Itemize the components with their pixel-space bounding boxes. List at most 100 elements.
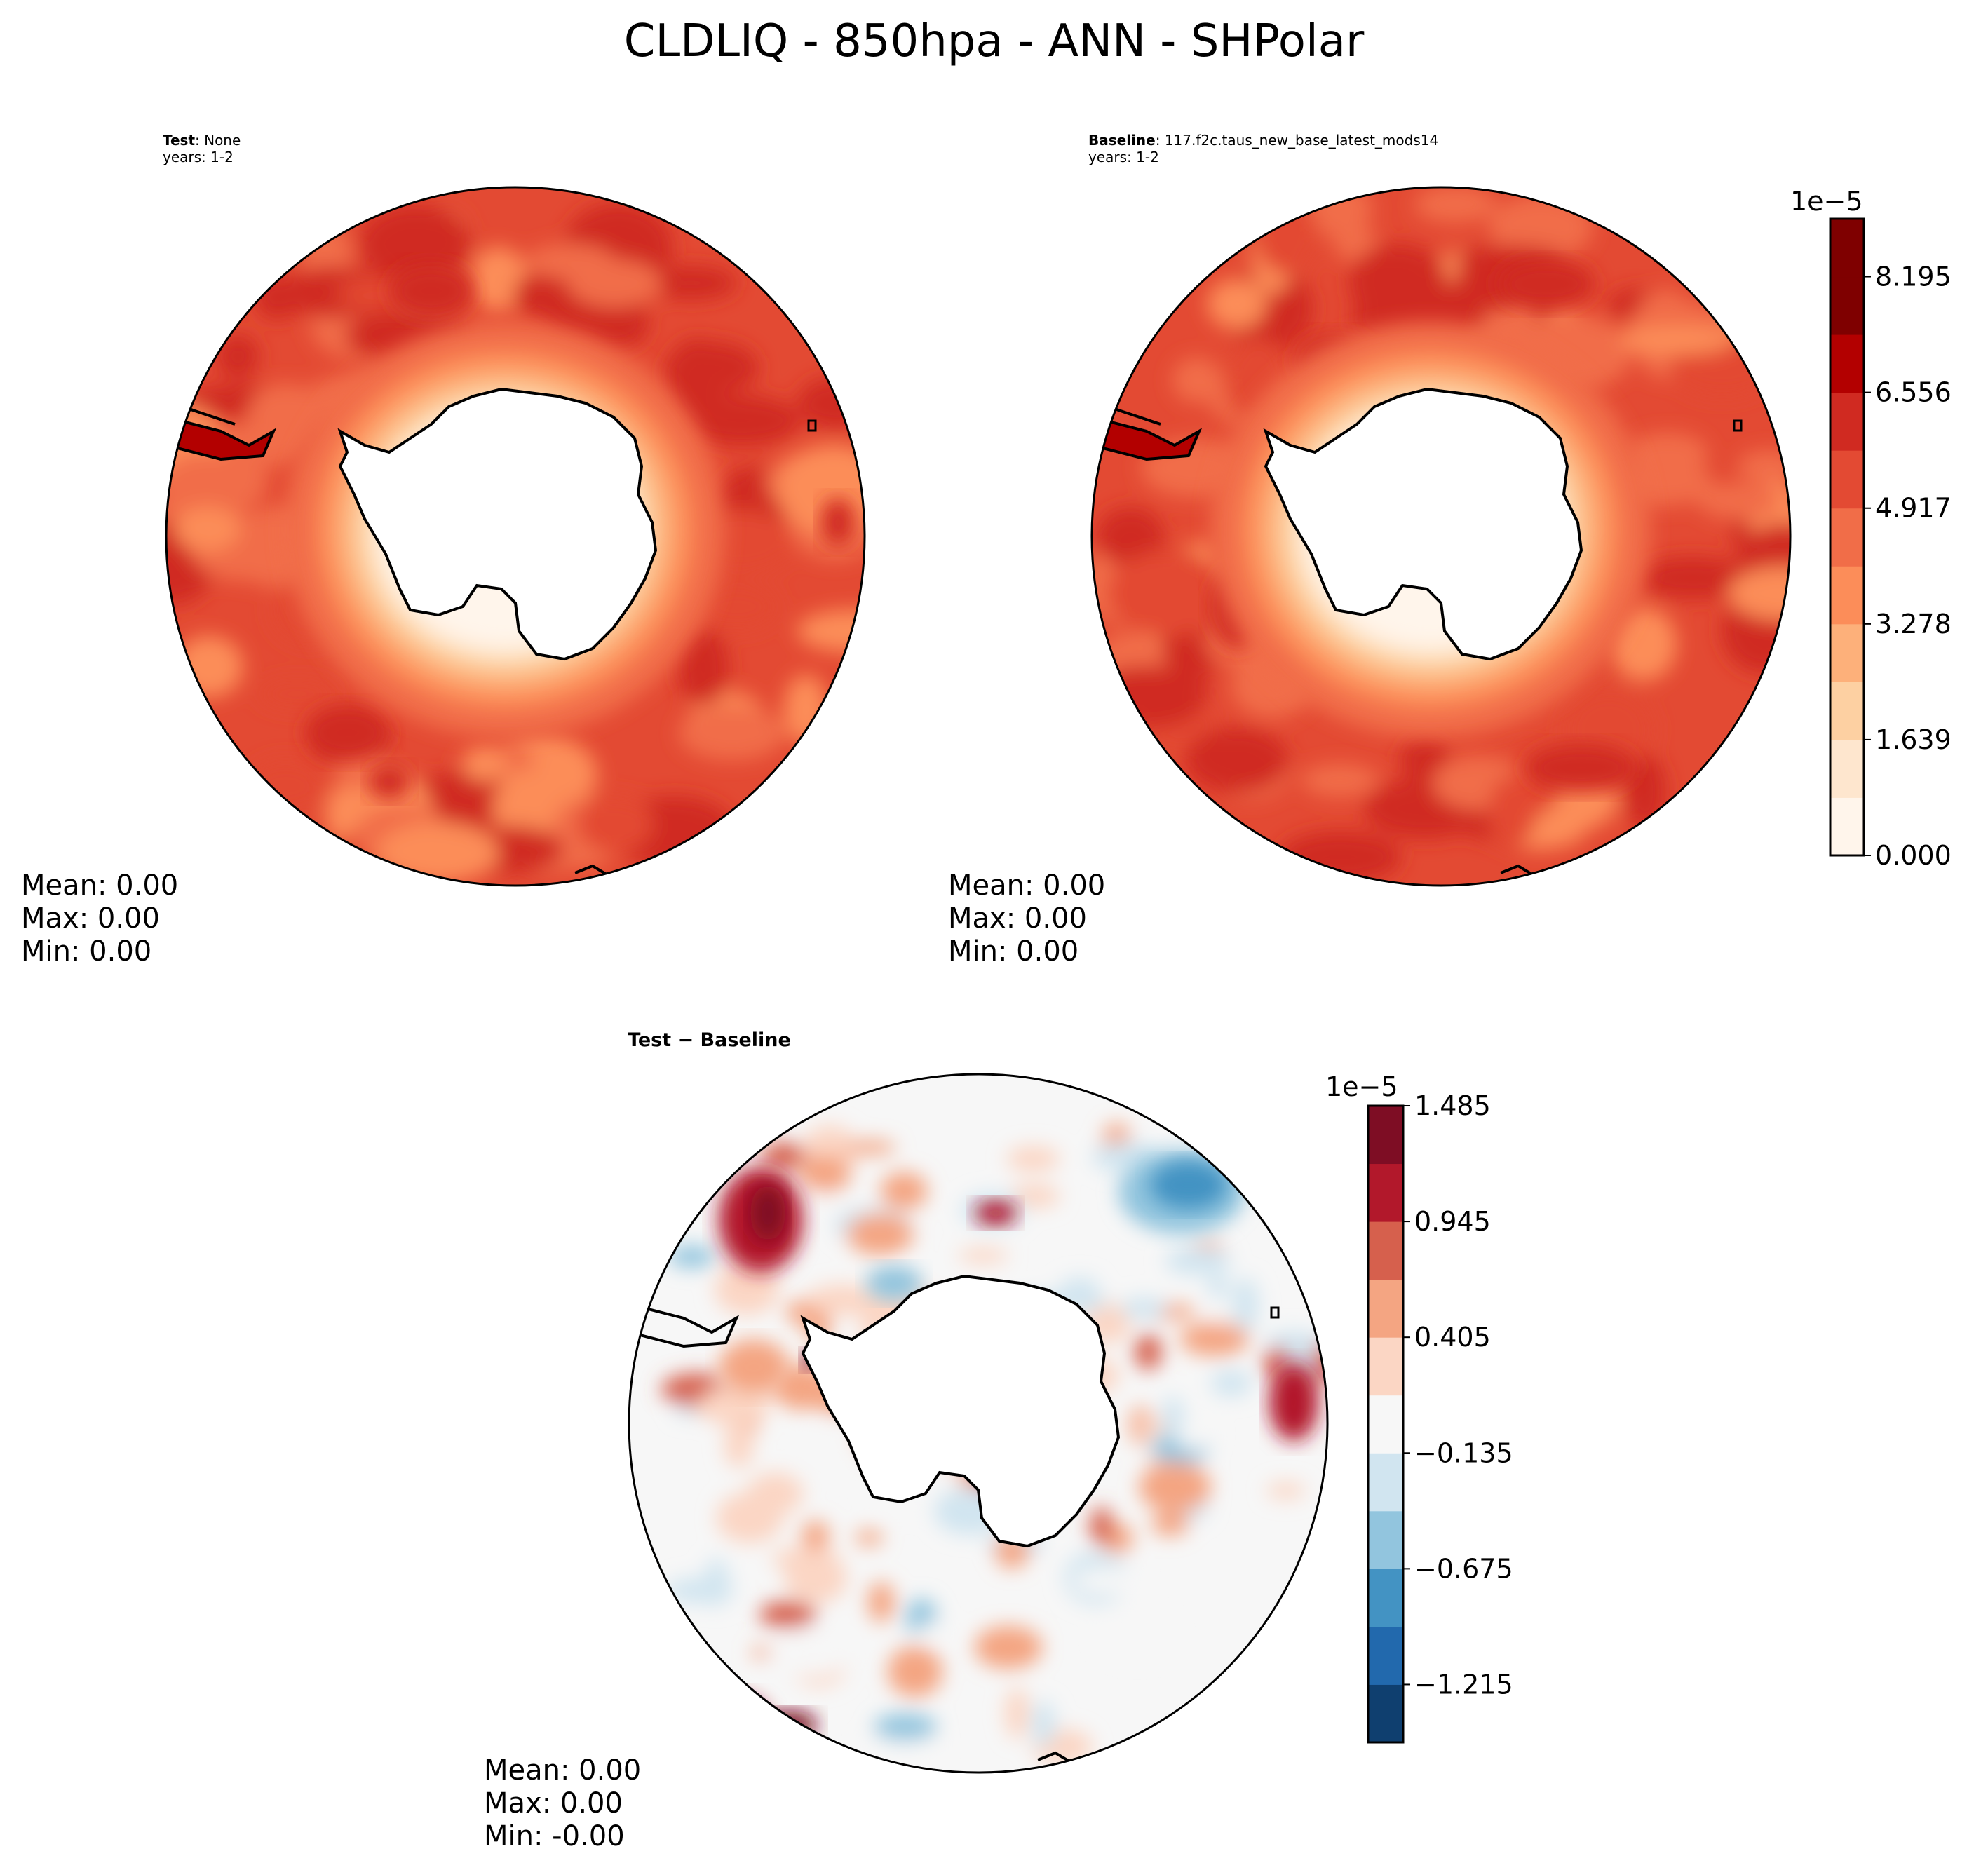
field-maximum bbox=[820, 498, 856, 547]
colorbar-segment bbox=[1368, 1395, 1403, 1454]
colorbar-segment bbox=[1368, 1279, 1403, 1338]
baseline-label-bold: Baseline bbox=[1088, 132, 1156, 149]
field-patch bbox=[1207, 279, 1266, 330]
colorbar-segment bbox=[1830, 219, 1864, 278]
anomaly-patch bbox=[1139, 1462, 1211, 1513]
anomaly-patch bbox=[1072, 1568, 1140, 1594]
colorbar-tick-label: 1.485 bbox=[1414, 1090, 1491, 1121]
colorbar-segment bbox=[1830, 450, 1864, 509]
colorbar-tick-label: 3.278 bbox=[1875, 609, 1952, 639]
anomaly-feature bbox=[719, 1339, 789, 1395]
field-patch bbox=[1301, 764, 1379, 797]
field-patch bbox=[1488, 776, 1536, 848]
anomaly-patch bbox=[958, 1247, 1008, 1263]
test-panel-title: Test: None years: 1-2 bbox=[163, 132, 241, 165]
anomaly-patch bbox=[867, 1581, 895, 1622]
field-patch bbox=[247, 383, 326, 449]
field-maximum bbox=[368, 764, 410, 799]
colorbar-segment bbox=[1830, 739, 1864, 798]
anomaly-patch bbox=[759, 1601, 817, 1629]
anomaly-feature bbox=[670, 1693, 768, 1742]
antarctica-coastline bbox=[800, 1274, 1121, 1548]
field-patch bbox=[1414, 187, 1497, 223]
anomaly-patch bbox=[668, 1245, 715, 1268]
island-coastline bbox=[1733, 419, 1743, 432]
anomaly-patch bbox=[880, 1172, 928, 1210]
field-patch bbox=[1096, 507, 1165, 567]
anomaly-patch bbox=[887, 1646, 943, 1698]
field-patch bbox=[1696, 482, 1781, 520]
anomaly-patch bbox=[1207, 1274, 1229, 1299]
anomaly-patch bbox=[873, 1713, 938, 1742]
colorbar-segment bbox=[1830, 566, 1864, 625]
anomaly-patch bbox=[1266, 1482, 1306, 1499]
diff-stats: Mean: 0.00 Max: 0.00 Min: -0.00 bbox=[484, 1754, 641, 1853]
baseline-map bbox=[1090, 186, 1792, 887]
field-patch bbox=[677, 628, 730, 706]
colorbar-segment bbox=[1368, 1106, 1403, 1165]
test-mean: Mean: 0.00 bbox=[21, 869, 179, 902]
field-patch bbox=[1625, 433, 1709, 475]
figure-title: CLDLIQ - 850hpa - ANN - SHPolar bbox=[623, 15, 1365, 67]
anomaly-patch bbox=[806, 1285, 879, 1315]
anomaly-patch bbox=[1151, 1512, 1189, 1536]
anomaly-feature bbox=[1150, 1160, 1227, 1210]
baseline-min: Min: 0.00 bbox=[948, 935, 1079, 968]
anomaly-patch bbox=[1232, 1277, 1259, 1333]
anomaly-patch bbox=[974, 1625, 1043, 1669]
field-patch bbox=[665, 338, 727, 424]
anomaly-feature bbox=[866, 1266, 922, 1301]
anomaly-patch bbox=[844, 1140, 896, 1155]
field-patch bbox=[1172, 357, 1222, 403]
anomaly-patch bbox=[1032, 1700, 1056, 1749]
field-patch bbox=[173, 506, 241, 552]
anomaly-patch bbox=[1266, 1331, 1322, 1350]
field-patch bbox=[1107, 550, 1231, 637]
anomaly-patch bbox=[747, 1472, 804, 1515]
field-patch bbox=[567, 259, 662, 308]
field-maximum bbox=[389, 263, 473, 319]
colorbar-tick-label: 0.945 bbox=[1414, 1206, 1491, 1237]
test-map bbox=[165, 186, 866, 887]
colorbar-tick-label: 0.000 bbox=[1875, 840, 1952, 871]
anomaly-patch bbox=[1175, 1417, 1214, 1450]
map-frame bbox=[628, 1073, 1329, 1774]
colorbars: 0.000 1.639 3.278 4.917 6.556 8.195 1e−5 −1.215… bbox=[1325, 186, 1952, 1744]
colorbar-segment bbox=[1368, 1221, 1403, 1280]
colorbar-tick-label: 8.195 bbox=[1875, 262, 1952, 292]
colorbar-segment bbox=[1368, 1337, 1403, 1396]
anomaly-feature bbox=[975, 1200, 1017, 1226]
field-patch bbox=[258, 679, 337, 709]
island-coastline bbox=[807, 419, 817, 432]
colorbar-segment bbox=[1830, 392, 1864, 451]
field-maximum bbox=[305, 705, 389, 761]
anomaly-patch bbox=[762, 1142, 806, 1170]
field-patch bbox=[216, 334, 259, 379]
anomaly-patch bbox=[1179, 1322, 1250, 1357]
colorbar-segment bbox=[1830, 682, 1864, 740]
colorbar-tick-label: −0.135 bbox=[1414, 1437, 1513, 1468]
anomaly-patch bbox=[802, 1520, 830, 1552]
field-patch bbox=[1092, 666, 1210, 710]
colorbar-exponent: 1e−5 bbox=[1790, 186, 1863, 217]
anomaly-patch bbox=[1210, 1369, 1252, 1397]
anomaly-patch bbox=[733, 1271, 773, 1289]
diff-mean: Mean: 0.00 bbox=[484, 1754, 642, 1787]
antarctica-coastline bbox=[337, 387, 658, 661]
baseline-stats: Mean: 0.00 Max: 0.00 Min: 0.00 bbox=[948, 869, 1105, 968]
field-patch bbox=[1609, 607, 1677, 682]
field-maximum bbox=[1497, 259, 1595, 309]
colorbar-segment bbox=[1830, 797, 1864, 856]
baseline-max: Max: 0.00 bbox=[948, 902, 1087, 935]
field-maximum bbox=[1525, 743, 1637, 792]
anomaly-patch bbox=[1090, 1507, 1113, 1546]
anomaly-feature bbox=[761, 1711, 817, 1739]
colorbar-segment bbox=[1368, 1163, 1403, 1222]
field-patch bbox=[678, 705, 786, 761]
test-min: Min: 0.00 bbox=[21, 935, 152, 968]
anomaly-patch bbox=[1161, 1396, 1184, 1438]
anomaly-patch bbox=[771, 1547, 841, 1571]
anomaly-feature bbox=[750, 1185, 785, 1241]
anomaly-patch bbox=[1120, 1297, 1168, 1320]
anomaly-patch bbox=[724, 1424, 754, 1468]
